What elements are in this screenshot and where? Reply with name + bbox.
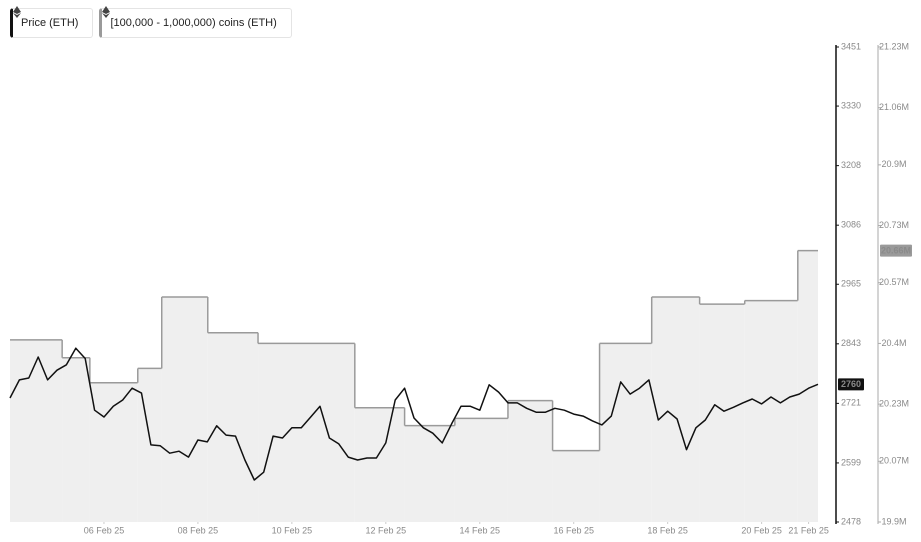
y2-tick-label: 19.9M: [881, 516, 906, 526]
holdings-area: [651, 297, 700, 522]
y-tick-label: 3086: [841, 220, 861, 230]
eth-icon: [102, 6, 111, 18]
holdings-area: [699, 304, 745, 522]
y2-tick-label: 20.4M: [881, 338, 906, 348]
y-tick-label: 2721: [841, 398, 861, 408]
holdings-area: [507, 400, 553, 522]
last-value-badge: [880, 244, 912, 257]
legend: Price (ETH) [100,000 - 1,000,000) coins …: [10, 6, 292, 38]
legend-label: [100,000 - 1,000,000) coins (ETH): [110, 17, 277, 29]
y2-tick-label: 20.23M: [879, 399, 909, 409]
y2-tick-label: 20.9M: [881, 159, 906, 169]
y-tick-label: 2965: [841, 279, 861, 289]
y2-tick-label: 20.73M: [879, 220, 909, 230]
y2-tick-label: 20.57M: [879, 277, 909, 287]
holdings-area: [161, 297, 208, 522]
holdings-area: [744, 300, 798, 522]
y2-tick-label: 21.06M: [879, 102, 909, 112]
holdings-area: [797, 250, 818, 523]
holdings-area: [354, 407, 405, 522]
y2-tick-label: 21.23M: [879, 41, 909, 51]
last-value-label: 2760: [841, 379, 861, 389]
x-tick-label: 20 Feb 25: [741, 525, 782, 535]
y-tick-label: 3208: [841, 160, 861, 170]
holdings-area: [552, 450, 600, 522]
x-tick-label: 21 Feb 25: [788, 525, 829, 535]
legend-item[interactable]: Price (ETH): [10, 6, 94, 38]
holdings-series: [10, 249, 818, 523]
x-tick-label: 08 Feb 25: [178, 525, 219, 535]
holdings-area: [10, 339, 63, 522]
y2-tick-label: 20.07M: [879, 456, 909, 466]
holdings-area: [454, 418, 508, 522]
y-tick-label: 2843: [841, 338, 861, 348]
x-tick-label: 14 Feb 25: [460, 525, 501, 535]
last-value-label: 20.66M: [881, 245, 911, 255]
x-tick-label: 12 Feb 25: [366, 525, 407, 535]
y-tick-label: 2599: [841, 457, 861, 467]
legend-item[interactable]: [100,000 - 1,000,000) coins (ETH): [99, 6, 292, 38]
holdings-area: [89, 382, 138, 522]
holdings-area: [258, 343, 355, 522]
x-tick-label: 18 Feb 25: [647, 525, 688, 535]
x-tick-label: 10 Feb 25: [272, 525, 313, 535]
x-tick-label: 16 Feb 25: [553, 525, 594, 535]
y-tick-label: 3330: [841, 100, 861, 110]
holdings-area: [62, 357, 90, 522]
eth-icon: [13, 6, 21, 18]
last-value-badge: [838, 378, 864, 391]
y-tick-label: 2478: [841, 516, 861, 526]
y-tick-label: 3451: [841, 41, 861, 51]
x-tick-label: 06 Feb 25: [84, 525, 125, 535]
price-line: [9, 347, 819, 481]
holdings-area: [599, 343, 652, 522]
legend-label: Price (ETH): [21, 17, 79, 29]
holdings-area: [404, 425, 455, 522]
